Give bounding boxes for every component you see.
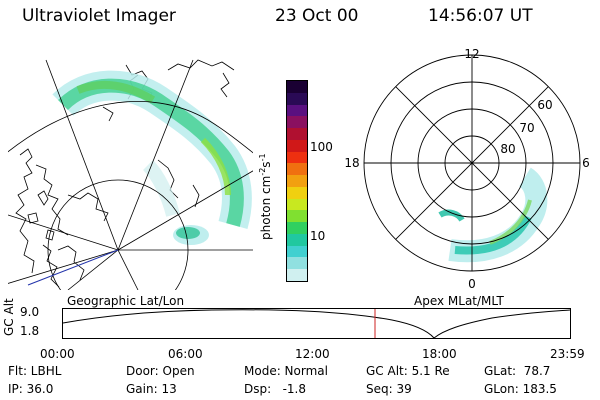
time-tick-12: 12:00 xyxy=(295,347,330,361)
status-gain: Gain: 13 xyxy=(126,382,177,396)
lat-label-60: 60 xyxy=(537,98,552,112)
mlt-label-0: 0 xyxy=(468,277,476,290)
colorbar-swatch xyxy=(287,151,307,164)
status-seq: Seq: 39 xyxy=(366,382,412,396)
observation-time: 14:56:07 UT xyxy=(428,6,533,26)
status-dsp: Dsp: -1.8 xyxy=(244,382,307,396)
colorbar-swatch xyxy=(287,116,307,129)
colorbar-swatch xyxy=(287,186,307,199)
colorbar-swatch xyxy=(287,210,307,223)
colorbar-swatch xyxy=(287,198,307,211)
colorbar-swatch xyxy=(287,92,307,105)
apex-polar-plot: 12 18 6 0 60 70 80 xyxy=(344,47,590,290)
colorbar-unit-base: photon cm xyxy=(259,175,273,240)
colorbar-unit-exp1: -2 xyxy=(258,167,267,176)
colorbar-swatch xyxy=(287,233,307,246)
colorbar-tick-100: 100 xyxy=(310,140,333,154)
alt-axis-bottom: 1.8 xyxy=(20,324,40,338)
lat-label-70: 70 xyxy=(519,121,534,135)
time-tick-00: 00:00 xyxy=(40,347,75,361)
colorbar-unit-s: s xyxy=(259,161,273,168)
geographic-map xyxy=(8,59,253,290)
status-glat: GLat: 78.7 xyxy=(484,364,551,378)
geo-caption: Geographic Lat/Lon xyxy=(67,294,185,308)
instrument-title: Ultraviolet Imager xyxy=(22,6,176,26)
mlt-label-6: 6 xyxy=(582,156,590,170)
colorbar-swatch xyxy=(287,269,307,282)
colorbar-swatch xyxy=(287,222,307,234)
status-gc-alt: GC Alt: 5.1 Re xyxy=(366,364,450,378)
status-ip: IP: 36.0 xyxy=(8,382,54,396)
status-flt: Flt: LBHL xyxy=(8,364,62,378)
time-tick-06: 06:00 xyxy=(168,347,203,361)
observation-date: 23 Oct 00 xyxy=(275,6,359,26)
status-mode: Mode: Normal xyxy=(244,364,328,378)
lat-label-80: 80 xyxy=(500,142,515,156)
colorbar-swatch xyxy=(287,175,307,187)
colorbar-swatch xyxy=(287,81,307,93)
colorbar-swatch xyxy=(287,128,307,140)
polar-grid xyxy=(363,54,581,272)
geo-grid xyxy=(8,59,253,290)
mlt-label-18: 18 xyxy=(344,156,359,170)
status-glon: GLon: 183.5 xyxy=(484,382,557,396)
altitude-strip xyxy=(62,308,571,339)
colorbar-swatch xyxy=(287,104,307,117)
mlt-label-12: 12 xyxy=(464,47,479,61)
time-tick-18: 18:00 xyxy=(422,347,457,361)
aurora-emission-geo xyxy=(52,70,252,245)
colorbar-swatch xyxy=(287,257,307,270)
colorbar-unit-exp2: -1 xyxy=(258,153,267,162)
colorbar-swatch xyxy=(287,163,307,176)
time-tick-2359: 23:59 xyxy=(550,347,585,361)
colorbar-tick-10: 10 xyxy=(310,229,326,243)
alt-axis-top: 9.0 xyxy=(20,305,40,319)
status-door: Door: Open xyxy=(126,364,195,378)
colorbar-swatch xyxy=(287,139,307,152)
apex-caption: Apex MLat/MLT xyxy=(414,294,504,308)
colorbar xyxy=(286,80,308,282)
colorbar-swatch xyxy=(287,245,307,258)
